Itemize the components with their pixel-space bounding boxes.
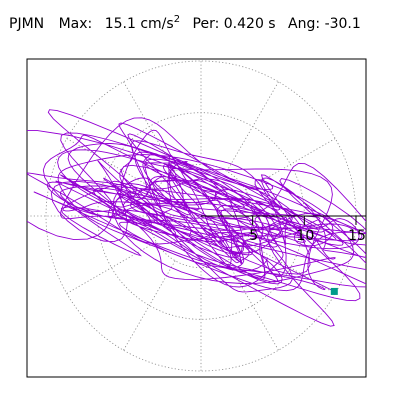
radial-tick-labels: 5 10 15 bbox=[249, 228, 366, 244]
max-label: Max: bbox=[58, 16, 93, 32]
grid-spoke-30 bbox=[245, 138, 336, 191]
plot-frame bbox=[26, 58, 367, 378]
end-point-marker bbox=[330, 287, 338, 295]
orbit-trace bbox=[27, 109, 366, 327]
max-unit-power: 2 bbox=[173, 14, 181, 25]
station-code: PJMN bbox=[9, 16, 45, 32]
grid-spoke-300 bbox=[226, 260, 279, 351]
x-tick-label-5: 5 bbox=[249, 228, 258, 244]
angle-value: -30.1 bbox=[324, 16, 361, 32]
grid-spoke-60 bbox=[226, 81, 279, 172]
period-label: Per: bbox=[192, 16, 220, 32]
x-tick-label-15: 15 bbox=[348, 228, 366, 244]
radial-axis bbox=[201, 215, 366, 225]
max-unit: cm/s bbox=[140, 16, 174, 32]
chart-header: PJMN Max: 15.1 cm/s2 Per: 0.420 s Ang: -… bbox=[9, 14, 361, 33]
period-value: 0.420 s bbox=[223, 16, 276, 32]
max-value: 15.1 bbox=[104, 16, 136, 32]
orbit-path bbox=[27, 109, 366, 327]
end-marker bbox=[330, 287, 338, 295]
x-tick-label-10: 10 bbox=[296, 228, 314, 244]
grid-spoke-210 bbox=[66, 241, 157, 294]
angle-label: Ang: bbox=[288, 16, 321, 32]
grid-spoke-240 bbox=[123, 260, 176, 351]
